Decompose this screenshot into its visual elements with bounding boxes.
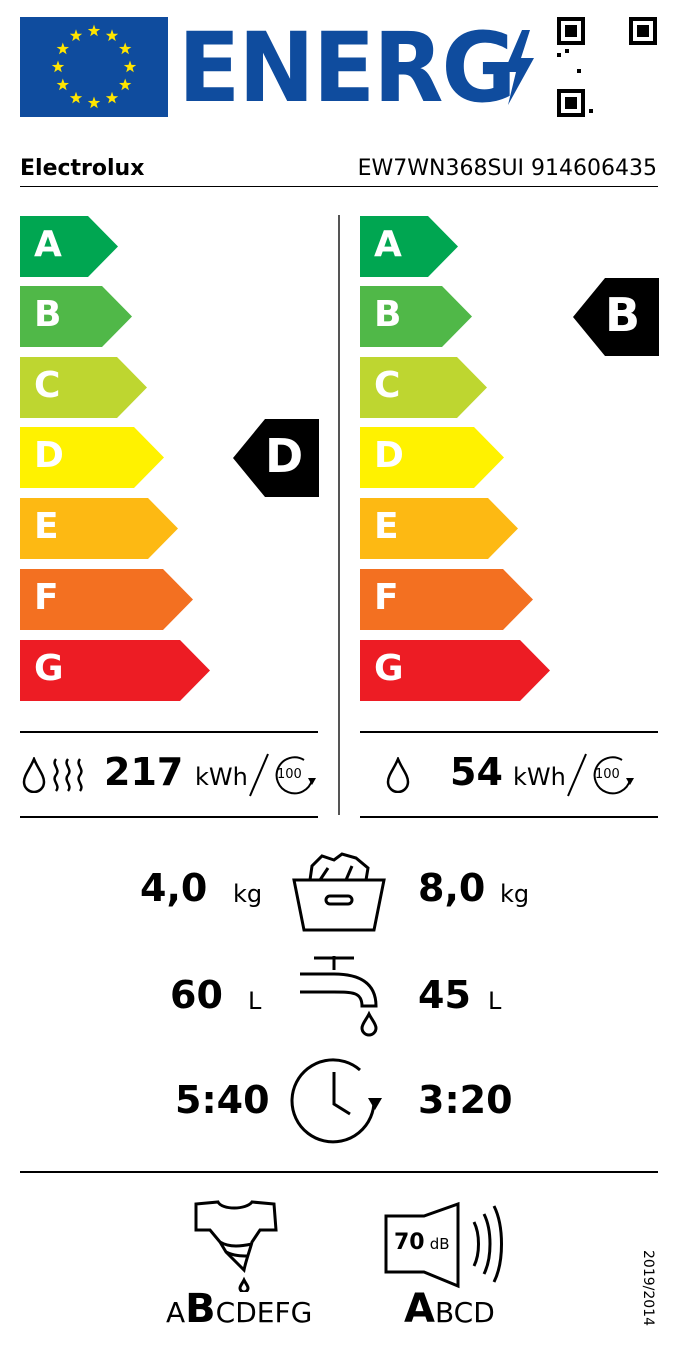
wash-energy-unit: kWh	[513, 763, 566, 791]
noise-class-rest: BCD	[434, 1296, 495, 1329]
star-icon	[105, 29, 119, 42]
energy-class-bar-e: E	[360, 498, 518, 559]
water-wash-value: 45	[418, 973, 471, 1017]
clock-icon	[290, 1058, 382, 1144]
energy-class-letter: G	[374, 648, 404, 689]
energy-class-value: D	[265, 429, 304, 483]
capacity-wash-dry-value: 4,0	[140, 866, 208, 910]
energy-class-bar-d: D	[20, 427, 164, 488]
energy-class-letter: E	[34, 506, 59, 547]
star-icon	[119, 78, 132, 91]
star-icon	[87, 96, 101, 109]
divider	[360, 731, 658, 733]
capacity-wash-value: 8,0	[418, 866, 486, 910]
energy-class-letter: D	[374, 435, 404, 476]
divider	[20, 186, 658, 187]
star-icon	[105, 91, 119, 104]
energy-class-letter: C	[34, 365, 61, 406]
cycles-label: 100	[277, 767, 302, 782]
noise-level: 70 dB	[394, 1230, 450, 1255]
energy-class-bar-e: E	[20, 498, 178, 559]
wash-energy-value: 54	[450, 750, 503, 794]
star-icon	[56, 78, 69, 91]
water-drop-icon	[386, 757, 410, 793]
star-icon	[69, 91, 83, 104]
noise-unit: dB	[429, 1235, 450, 1253]
lightning-icon	[504, 30, 534, 105]
wash-dry-energy-value: 217	[104, 750, 184, 794]
noise-class: ABCD	[404, 1286, 495, 1332]
star-icon	[119, 42, 132, 55]
capacity-unit: kg	[233, 880, 263, 908]
energy-class-bar-a: A	[20, 216, 118, 277]
energy-class-letter: B	[34, 294, 62, 335]
duration-wash-value: 3:20	[418, 1078, 513, 1122]
energy-class-letter: G	[34, 648, 64, 689]
capacity-unit: kg	[500, 880, 530, 908]
eu-flag-icon	[20, 17, 168, 117]
column-divider	[338, 215, 340, 815]
water-wash-dry-value: 60	[170, 973, 223, 1017]
per-100-cycles-icon	[567, 753, 634, 797]
energy-title: ENERG	[178, 12, 516, 124]
energy-class-letter: A	[374, 224, 402, 265]
energy-class-bar-d: D	[360, 427, 504, 488]
cycles-label: 100	[595, 767, 620, 782]
divider	[20, 731, 318, 733]
energy-class-bar-g: G	[20, 640, 210, 701]
energy-class-letter: D	[34, 435, 64, 476]
star-icon	[87, 24, 101, 37]
energy-class-letter: C	[374, 365, 401, 406]
regulation-number: 2019/2014	[639, 1250, 656, 1326]
water-tap-icon	[300, 956, 378, 1037]
wash-dry-energy-unit: kWh	[195, 763, 248, 791]
water-unit: L	[248, 987, 262, 1015]
energy-class-bar-c: C	[360, 357, 487, 418]
wash-dry-icon	[22, 757, 83, 793]
energy-class-bar-f: F	[20, 569, 193, 630]
spin-drying-icon	[194, 1200, 278, 1292]
qr-code-icon	[557, 17, 657, 117]
energy-class-bar-b: B	[360, 286, 472, 347]
water-unit: L	[488, 987, 502, 1015]
energy-class-letter: F	[34, 577, 59, 618]
speaker-icon	[384, 1201, 503, 1289]
energy-class-bar-f: F	[360, 569, 533, 630]
energy-class-bar-c: C	[20, 357, 147, 418]
duration-wash-dry-value: 5:40	[175, 1078, 270, 1122]
divider	[360, 816, 658, 818]
star-icon	[69, 29, 83, 42]
laundry-basket-icon	[292, 852, 386, 932]
divider	[20, 816, 318, 818]
energy-class-indicator-wash-dry: D	[233, 419, 319, 497]
noise-class-selected: A	[404, 1286, 435, 1332]
energy-class-value: B	[605, 288, 641, 342]
energy-class-letter: A	[34, 224, 62, 265]
energy-class-letter: B	[374, 294, 402, 335]
divider	[20, 1171, 658, 1173]
supplier-name: Electrolux	[20, 156, 145, 181]
spin-class-selected: B	[185, 1286, 216, 1332]
per-100-cycles-icon	[249, 753, 316, 797]
energy-class-letter: F	[374, 577, 399, 618]
star-icon	[123, 60, 137, 73]
star-icon	[51, 60, 65, 73]
star-icon	[56, 42, 69, 55]
spin-class-rest: CDEFG	[215, 1296, 313, 1329]
energy-class-letter: E	[374, 506, 399, 547]
model-identifier: EW7WN368SUI 914606435	[357, 156, 657, 181]
energy-class-bar-a: A	[360, 216, 458, 277]
noise-value: 70	[394, 1230, 425, 1255]
spin-efficiency-class: ABCDEFG	[166, 1286, 312, 1332]
energy-class-bar-g: G	[360, 640, 550, 701]
energy-class-bar-b: B	[20, 286, 132, 347]
spin-class-first: A	[166, 1296, 186, 1329]
energy-class-indicator-wash: B	[573, 278, 659, 356]
